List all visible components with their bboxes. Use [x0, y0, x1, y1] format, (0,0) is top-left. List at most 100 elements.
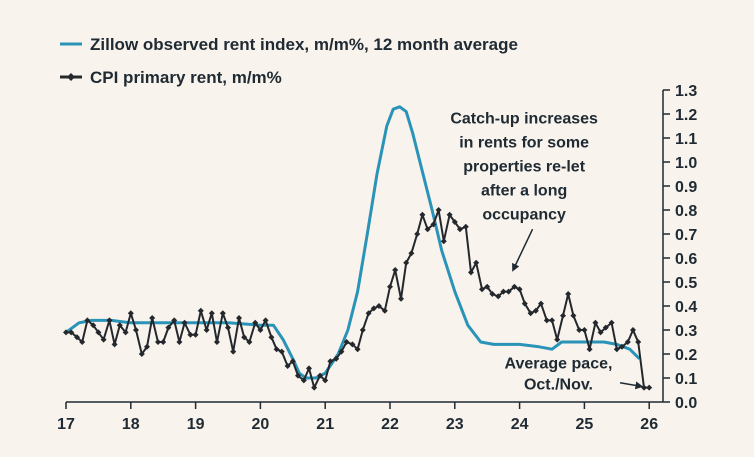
cpi-point — [197, 307, 204, 314]
cpi-point — [479, 286, 486, 293]
cpi-point — [306, 365, 312, 372]
cpi-point — [213, 339, 220, 345]
cpi-point — [246, 339, 253, 345]
y-tick-label: 0.1 — [675, 371, 697, 388]
cpi-point — [349, 341, 356, 348]
y-tick-label: 0.6 — [675, 251, 697, 268]
cpi-point — [527, 310, 534, 317]
cpi-point — [236, 315, 243, 321]
cpi-point — [132, 327, 139, 333]
x-tick-label: 22 — [381, 416, 399, 433]
y-tick-label: 0.5 — [675, 275, 697, 292]
cpi-point — [160, 339, 167, 345]
cpi-point — [311, 384, 318, 391]
annotation-catchup-line: properties re-let — [463, 159, 585, 176]
cpi-point — [300, 377, 307, 384]
y-tick-label: 0.3 — [675, 323, 697, 340]
cpi-point — [381, 307, 388, 314]
cpi-point — [435, 207, 442, 213]
cpi-point — [230, 348, 237, 355]
cpi-point — [327, 358, 334, 365]
cpi-point — [127, 310, 134, 317]
cpi-point — [294, 372, 301, 379]
cpi-point — [95, 329, 102, 336]
cpi-point — [111, 341, 118, 348]
cpi-point — [597, 329, 604, 336]
cpi-point — [138, 351, 145, 357]
cpi-point — [456, 226, 463, 233]
cpi-point — [192, 331, 199, 338]
cpi-point — [505, 288, 512, 295]
cpi-point — [278, 348, 285, 355]
cpi-point — [187, 331, 194, 338]
cpi-point — [100, 336, 107, 343]
cpi-point — [252, 319, 259, 326]
annotation-avgpace-arrow — [619, 381, 644, 390]
x-tick-label: 17 — [57, 416, 75, 433]
cpi-point — [602, 324, 609, 331]
cpi-point — [333, 355, 340, 362]
cpi-point — [646, 384, 653, 391]
cpi-point — [63, 329, 69, 336]
cpi-point — [354, 346, 361, 353]
cpi-point — [171, 317, 178, 324]
cpi-point — [268, 334, 275, 341]
cpi-point — [581, 327, 588, 333]
cpi-point — [430, 221, 437, 228]
cpi-point — [624, 339, 631, 345]
cpi-point — [408, 250, 415, 257]
x-tick-label: 24 — [511, 416, 529, 433]
y-tick-label: 0.4 — [675, 299, 697, 316]
cpi-point — [592, 319, 599, 326]
cpi-point — [343, 339, 350, 345]
legend-label-cpi: CPI primary rent, m/m% — [90, 68, 282, 87]
cpi-point — [284, 363, 291, 369]
cpi-point — [489, 291, 496, 297]
y-tick-label: 0.2 — [675, 347, 697, 364]
y-ticks: 0.0 0.1 0.2 0.3 0.4 0.5 0.6 0.7 0.8 0.9 1.0 1.1 1.2 1… — [663, 83, 697, 412]
cpi-point — [262, 317, 269, 324]
cpi-point — [387, 283, 393, 290]
cpi-point — [516, 286, 523, 293]
cpi-point — [462, 223, 469, 230]
y-tick-label: 1.1 — [675, 131, 697, 148]
cpi-point — [511, 283, 518, 290]
x-tick-label: 26 — [640, 416, 658, 433]
cpi-point — [338, 348, 345, 355]
y-tick-label: 1.3 — [675, 83, 697, 100]
series-layer — [63, 105, 653, 391]
cpi-point — [554, 336, 561, 343]
annotation-catchup-line: occupancy — [482, 207, 566, 224]
cpi-point — [565, 291, 572, 297]
cpi-point — [181, 319, 188, 326]
cpi-point — [257, 327, 264, 333]
cpi-point — [241, 334, 248, 341]
cpi-point — [570, 312, 577, 319]
cpi-point — [484, 283, 491, 290]
x-tick-label: 18 — [122, 416, 140, 433]
cpi-point — [403, 259, 410, 266]
y-tick-label: 0.0 — [675, 395, 697, 412]
cpi-point — [375, 303, 382, 309]
cpi-point — [165, 324, 172, 331]
cpi-point — [208, 310, 215, 317]
cpi-point — [219, 310, 226, 317]
cpi-point — [116, 322, 123, 329]
cpi-point — [149, 315, 156, 321]
annotation-avgpace-line: Oct./Nov. — [524, 376, 593, 393]
cpi-point — [289, 358, 296, 365]
cpi-point — [144, 343, 150, 350]
cpi-point — [537, 300, 544, 307]
cpi-point — [560, 312, 567, 319]
x-tick-label: 19 — [187, 416, 205, 433]
annotation-catchup-line: after a long — [481, 183, 567, 200]
cpi-point — [398, 295, 405, 302]
cpi-point — [370, 305, 377, 312]
cpi-point — [495, 293, 502, 300]
cpi-point — [451, 219, 458, 225]
cpi-point — [74, 334, 81, 341]
cpi-point — [630, 327, 636, 333]
cpi-point — [155, 339, 162, 345]
y-tick-label: 0.9 — [675, 179, 697, 196]
